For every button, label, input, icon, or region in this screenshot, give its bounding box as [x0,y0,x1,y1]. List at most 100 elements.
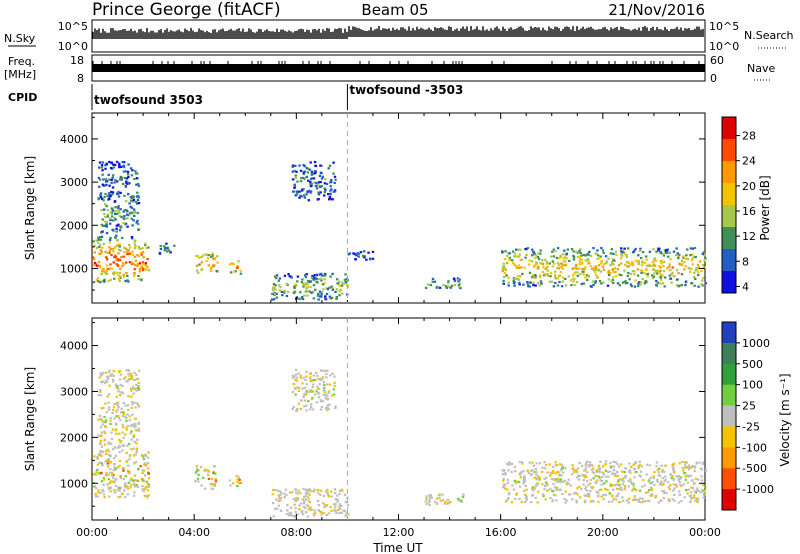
velocity-echo-cell [696,490,698,492]
power-echo-cell [145,262,147,264]
power-echo-cell [355,258,357,260]
velocity-echo-cell [214,473,216,475]
power-echo-cell [307,280,309,282]
power-echo-cell [513,281,515,283]
velocity-echo-cell [135,384,137,386]
power-echo-cell [524,257,526,259]
velocity-echo-cell [322,502,324,504]
velocity-echo-cell [664,476,666,478]
power-ytick-label: 2000 [60,219,88,232]
velocity-echo-cell [276,508,278,510]
power-echo-cell [672,266,674,268]
velocity-echo-cell [112,428,114,430]
power-echo-cell [286,295,288,297]
power-echo-cell [603,252,605,254]
power-echo-cell [115,228,117,230]
velocity-echo-cell [319,383,321,385]
velocity-echo-cell [648,489,650,491]
station-title: Prince George (fitACF) [92,0,281,20]
power-echo-cell [137,223,139,225]
velocity-echo-cell [306,504,308,506]
power-echo-cell [430,284,432,286]
power-echo-cell [333,191,335,193]
velocity-echo-cell [585,467,587,469]
power-echo-cell [100,192,102,194]
velocity-echo-cell [138,382,140,384]
power-echo-cell [446,287,448,289]
power-echo-cell [615,254,617,256]
power-echo-cell [665,249,667,251]
power-echo-cell [116,161,118,163]
power-echo-cell [613,271,615,273]
power-echo-cell [623,248,625,250]
power-echo-cell [573,272,575,274]
velocity-echo-cell [633,468,635,470]
velocity-echo-cell [529,462,531,464]
power-echo-cell [104,251,106,253]
power-echo-cell [101,231,103,233]
power-echo-cell [303,171,305,173]
power-echo-cell [108,174,110,176]
velocity-echo-cell [133,483,135,485]
velocity-echo-cell [605,470,607,472]
velocity-echo-cell [109,487,111,489]
velocity-echo-cell [639,490,641,492]
power-echo-cell [324,278,326,280]
velocity-echo-cell [542,493,544,495]
velocity-echo-cell [102,484,104,486]
velocity-echo-cell [95,474,97,476]
power-echo-cell [630,273,632,275]
power-echo-cell [330,193,332,195]
power-echo-cell [581,268,583,270]
velocity-echo-cell [103,493,105,495]
power-echo-cell [99,266,101,268]
power-echo-cell [336,278,338,280]
power-echo-cell [138,185,140,187]
velocity-echo-cell [336,495,338,497]
velocity-echo-cell [145,486,147,488]
velocity-echo-cell [105,419,107,421]
velocity-echo-cell [110,490,112,492]
velocity-colorbar-segment [722,343,736,364]
power-echo-cell [678,263,680,265]
velocity-echo-cell [99,376,101,378]
velocity-echo-cell [613,498,615,500]
velocity-echo-cell [693,497,695,499]
velocity-echo-cell [673,487,675,489]
power-echo-cell [124,170,126,172]
velocity-echo-cell [543,478,545,480]
power-echo-cell [547,263,549,265]
velocity-echo-cell [651,481,653,483]
power-echo-cell [700,283,702,285]
power-echo-cell [635,260,637,262]
velocity-echo-cell [449,501,451,503]
velocity-echo-cell [617,493,619,495]
freq-tick-top: 18 [70,54,84,67]
velocity-echo-cell [100,492,102,494]
velocity-echo-cell [640,501,642,503]
velocity-echo-cell [100,450,102,452]
velocity-echo-cell [108,478,110,480]
power-echo-cell [340,289,342,291]
velocity-echo-cell [528,472,530,474]
velocity-echo-cell [535,462,537,464]
power-echo-cell [637,285,639,287]
power-echo-cell [522,284,524,286]
nsky-trace [93,26,703,39]
velocity-echo-cell [589,490,591,492]
velocity-echo-cell [680,500,682,502]
velocity-echo-cell [523,479,525,481]
power-echo-cell [558,264,560,266]
velocity-echo-cell [584,495,586,497]
power-echo-cell [306,283,308,285]
power-echo-cell [299,195,301,197]
velocity-echo-cell [119,378,121,380]
power-echo-cell [458,284,460,286]
velocity-echo-cell [123,437,125,439]
velocity-colorbar-segment [722,406,736,427]
power-echo-cell [283,292,285,294]
velocity-xtick-label: 16:00 [485,526,517,539]
velocity-echo-cell [676,486,678,488]
velocity-echo-cell [549,497,551,499]
velocity-echo-cell [211,488,213,490]
